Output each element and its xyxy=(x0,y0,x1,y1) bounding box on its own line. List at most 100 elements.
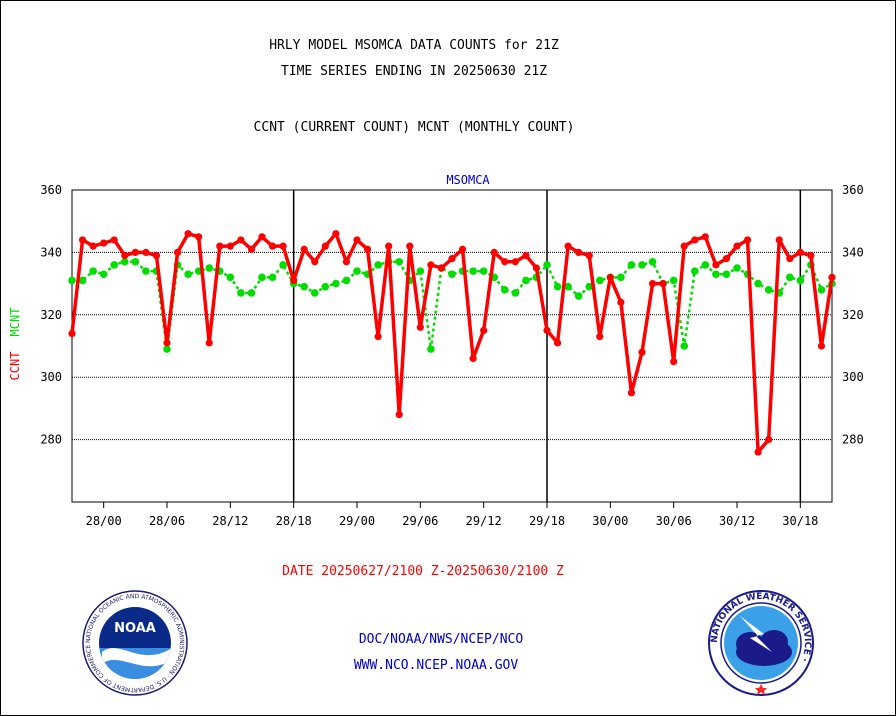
x-tick-label: 29/00 xyxy=(339,514,375,528)
ccnt-point xyxy=(131,248,139,256)
mcnt-point xyxy=(321,282,330,291)
mcnt-point xyxy=(469,267,477,275)
x-tick-label: 30/12 xyxy=(719,514,755,528)
noaa-logo: NATIONAL OCEANIC AND ATMOSPHERIC ADMINIS… xyxy=(80,590,188,696)
ccnt-point xyxy=(712,261,720,269)
ccnt-point xyxy=(638,348,646,356)
y-tick-label-right: 340 xyxy=(842,245,864,259)
ccnt-point xyxy=(627,389,636,397)
x-tick-label: 28/18 xyxy=(276,514,312,528)
mcnt-point xyxy=(564,282,572,291)
ccnt-point xyxy=(532,264,541,272)
ccnt-point xyxy=(258,233,266,241)
ccnt-point xyxy=(596,333,604,341)
y-tick-label-left: 340 xyxy=(40,245,62,259)
ccnt-point xyxy=(342,258,351,266)
ccnt-point xyxy=(332,230,340,238)
chart-subtitle: CCNT (CURRENT COUNT) MCNT (MONTHLY COUNT… xyxy=(253,120,575,135)
ccnt-point xyxy=(110,236,118,244)
ccnt-point xyxy=(469,354,477,363)
mcnt-point xyxy=(595,276,604,285)
mcnt-point xyxy=(184,270,192,279)
ccnt-point xyxy=(142,248,150,256)
x-tick-label: 29/18 xyxy=(529,514,565,528)
doc-noaa-link[interactable]: DOC/NOAA/NWS/NCEP/NCO xyxy=(358,632,524,647)
mcnt-point xyxy=(279,261,287,269)
mcnt-point xyxy=(268,273,277,282)
y-tick-label-left: 320 xyxy=(40,308,62,322)
ccnt-point xyxy=(765,436,773,444)
ccnt-point xyxy=(511,258,519,266)
mcnt-point xyxy=(543,261,551,269)
ccnt-point xyxy=(416,323,424,331)
mcnt-point xyxy=(78,276,87,285)
ccnt-point xyxy=(817,342,826,350)
date-range-label: DATE 20250627/2100 Z-20250630/2100 Z xyxy=(282,564,564,579)
ccnt-point xyxy=(121,251,129,260)
ccnt-point xyxy=(564,242,572,250)
ccnt-point xyxy=(237,236,245,244)
mcnt-point xyxy=(638,261,646,269)
mcnt-point xyxy=(353,267,361,275)
x-tick-label: 28/00 xyxy=(86,514,122,528)
mcnt-point xyxy=(332,279,340,288)
mcnt-point xyxy=(300,282,309,291)
y-axis-label-ccnt: CCNT xyxy=(8,352,22,381)
ccnt-point xyxy=(226,242,234,250)
mcnt-point xyxy=(754,279,762,288)
ccnt-point xyxy=(437,264,446,272)
ccnt-point xyxy=(786,255,794,263)
nco-website-link[interactable]: WWW.NCO.NCEP.NOAA.GOV xyxy=(353,658,519,673)
ccnt-point xyxy=(78,236,87,244)
ccnt-point xyxy=(480,326,488,334)
y-tick-label-right: 320 xyxy=(842,308,864,322)
mcnt-point xyxy=(553,282,562,291)
ccnt-point xyxy=(279,242,287,250)
mcnt-point xyxy=(427,345,435,353)
mcnt-point xyxy=(764,286,773,294)
ccnt-point xyxy=(743,236,752,244)
nws-logo: NATIONAL WEATHER SERVICE · xyxy=(708,590,814,696)
y-tick-label-right: 300 xyxy=(842,370,864,384)
ccnt-point xyxy=(606,273,614,281)
ccnt-point xyxy=(353,236,361,244)
mcnt-point xyxy=(310,289,319,297)
mcnt-point xyxy=(669,276,678,285)
mcnt-point xyxy=(226,273,235,282)
x-tick-label: 30/18 xyxy=(782,514,818,528)
mcnt-point xyxy=(722,270,731,279)
ccnt-point xyxy=(807,251,815,260)
ccnt-point xyxy=(490,248,498,256)
x-tick-label: 30/06 xyxy=(656,514,692,528)
ccnt-point xyxy=(617,298,625,306)
y-tick-label-right: 280 xyxy=(842,433,864,447)
ccnt-point xyxy=(427,261,435,269)
ccnt-point xyxy=(300,245,308,253)
ccnt-point xyxy=(722,255,731,263)
x-tick-label: 29/06 xyxy=(402,514,438,528)
ccnt-point xyxy=(395,411,403,419)
mcnt-point xyxy=(247,289,256,297)
mcnt-point xyxy=(574,292,583,300)
mcnt-point xyxy=(796,276,805,285)
mcnt-point xyxy=(142,267,150,275)
ccnt-point xyxy=(163,339,171,347)
y-tick-label-left: 360 xyxy=(40,183,62,197)
mcnt-point xyxy=(733,264,741,272)
x-tick-label: 30/00 xyxy=(592,514,628,528)
ccnt-point xyxy=(195,233,203,241)
mcnt-point xyxy=(617,273,625,282)
mcnt-point xyxy=(479,267,488,275)
ccnt-point xyxy=(775,236,783,244)
ccnt-point xyxy=(184,230,192,238)
mcnt-point xyxy=(89,267,97,275)
ccnt-point xyxy=(754,448,762,456)
station-label: MSOMCA xyxy=(446,173,490,187)
mcnt-point xyxy=(205,264,214,272)
mcnt-point xyxy=(68,276,76,285)
x-tick-label: 28/12 xyxy=(212,514,248,528)
mcnt-point xyxy=(817,286,826,294)
ccnt-point xyxy=(553,339,562,347)
ccnt-point xyxy=(268,242,277,250)
